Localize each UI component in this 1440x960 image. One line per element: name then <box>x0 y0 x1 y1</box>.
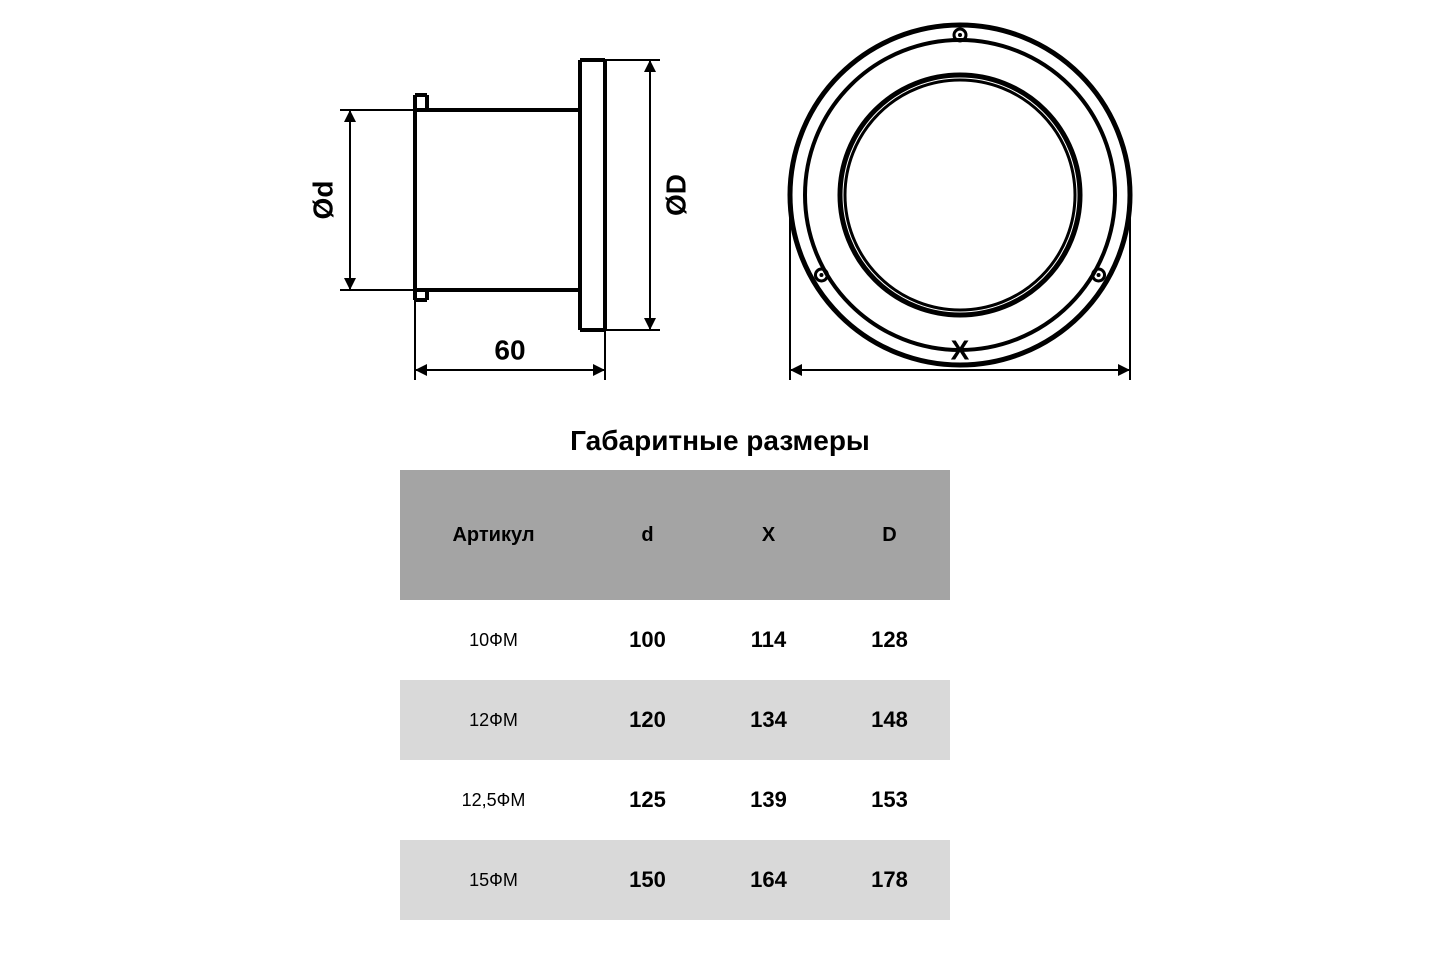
cell-D: 153 <box>829 760 950 840</box>
table-title: Габаритные размеры <box>0 425 1440 457</box>
cell-d: 120 <box>587 680 708 760</box>
cell-article: 12,5ФМ <box>400 760 587 840</box>
table-row: 12,5ФМ125139153 <box>400 760 950 840</box>
col-D: D <box>829 470 950 600</box>
svg-text:60: 60 <box>494 334 525 365</box>
dimensions-table: Артикул d X D 10ФМ10011412812ФМ120134148… <box>400 470 950 920</box>
table-row: 15ФМ150164178 <box>400 840 950 920</box>
col-x: X <box>708 470 829 600</box>
svg-text:ØD: ØD <box>660 174 691 216</box>
cell-d: 125 <box>587 760 708 840</box>
cell-D: 128 <box>829 600 950 680</box>
table-header-row: Артикул d X D <box>400 470 950 600</box>
cell-article: 12ФМ <box>400 680 587 760</box>
table-row: 12ФМ120134148 <box>400 680 950 760</box>
cell-D: 178 <box>829 840 950 920</box>
cell-x: 134 <box>708 680 829 760</box>
col-d: d <box>587 470 708 600</box>
col-article: Артикул <box>400 470 587 600</box>
cell-article: 10ФМ <box>400 600 587 680</box>
cell-x: 114 <box>708 600 829 680</box>
table-row: 10ФМ100114128 <box>400 600 950 680</box>
cell-x: 164 <box>708 840 829 920</box>
cell-article: 15ФМ <box>400 840 587 920</box>
cell-x: 139 <box>708 760 829 840</box>
technical-diagram: Ød ØD 60 X <box>260 0 1180 400</box>
table-body: 10ФМ10011412812ФМ12013414812,5ФМ12513915… <box>400 600 950 920</box>
cell-D: 148 <box>829 680 950 760</box>
svg-text:Ød: Ød <box>307 181 338 220</box>
cell-d: 150 <box>587 840 708 920</box>
cell-d: 100 <box>587 600 708 680</box>
page-canvas: Ød ØD 60 X Габаритные размеры Артикул d X D… <box>0 0 1440 960</box>
svg-text:X: X <box>951 334 970 365</box>
